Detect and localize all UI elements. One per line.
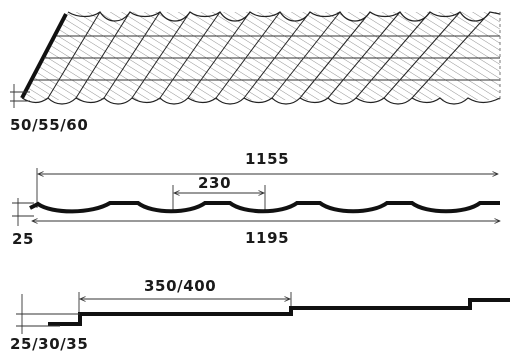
tile-bottom-edge	[21, 97, 501, 105]
tile-cross-section	[12, 168, 500, 226]
tile-step-lines	[33, 35, 500, 81]
label-step-height: 25/30/35	[10, 335, 88, 353]
tile-wave-ridges	[47, 11, 491, 99]
profile-line	[29, 201, 500, 214]
tile-front-edge	[20, 13, 68, 99]
step-profile-line	[48, 298, 510, 326]
tile-perspective-view	[10, 11, 501, 108]
label-wave-pitch-230: 230	[198, 174, 231, 192]
label-width-1155: 1155	[245, 150, 289, 168]
label-step-length: 350/400	[144, 277, 216, 295]
label-profile-height-25: 25	[12, 230, 34, 248]
label-width-1195: 1195	[245, 229, 289, 247]
tile-step-profile	[16, 292, 510, 334]
tile-surface	[22, 12, 500, 100]
label-tile-height: 50/55/60	[10, 116, 88, 134]
